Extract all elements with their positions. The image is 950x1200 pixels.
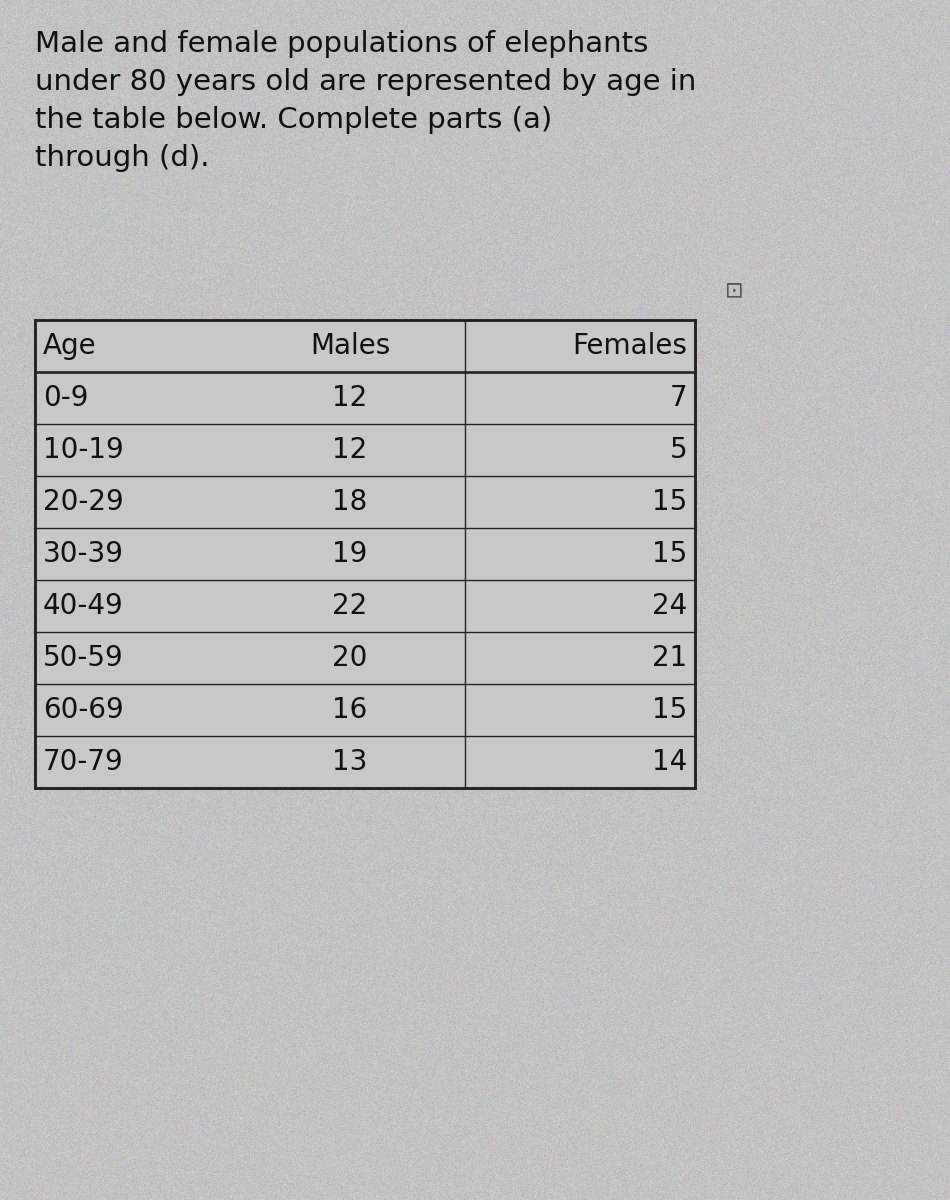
Text: 15: 15	[652, 696, 687, 724]
Text: 24: 24	[652, 592, 687, 620]
Text: 5: 5	[670, 436, 687, 464]
Text: 12: 12	[332, 384, 368, 412]
Text: 50-59: 50-59	[43, 644, 124, 672]
Text: 22: 22	[332, 592, 368, 620]
Text: 20-29: 20-29	[43, 488, 124, 516]
Text: 13: 13	[332, 748, 368, 776]
Text: 70-79: 70-79	[43, 748, 124, 776]
Text: 7: 7	[670, 384, 687, 412]
Text: 15: 15	[652, 488, 687, 516]
Text: 0-9: 0-9	[43, 384, 88, 412]
Text: 19: 19	[332, 540, 368, 568]
Text: 14: 14	[652, 748, 687, 776]
Text: Males: Males	[310, 332, 390, 360]
Text: ⊡: ⊡	[725, 280, 744, 300]
Text: Females: Females	[572, 332, 687, 360]
Text: Age: Age	[43, 332, 97, 360]
Text: 30-39: 30-39	[43, 540, 124, 568]
Bar	[35, 320, 695, 788]
Text: 20: 20	[332, 644, 368, 672]
Text: Male and female populations of elephants
under 80 years old are represented by a: Male and female populations of elephants…	[35, 30, 696, 172]
Text: 18: 18	[332, 488, 368, 516]
Text: 12: 12	[332, 436, 368, 464]
Text: 10-19: 10-19	[43, 436, 124, 464]
Text: 40-49: 40-49	[43, 592, 124, 620]
Text: 16: 16	[332, 696, 368, 724]
Bar	[35, 320, 695, 788]
Text: 21: 21	[652, 644, 687, 672]
Text: 15: 15	[652, 540, 687, 568]
Text: 60-69: 60-69	[43, 696, 124, 724]
